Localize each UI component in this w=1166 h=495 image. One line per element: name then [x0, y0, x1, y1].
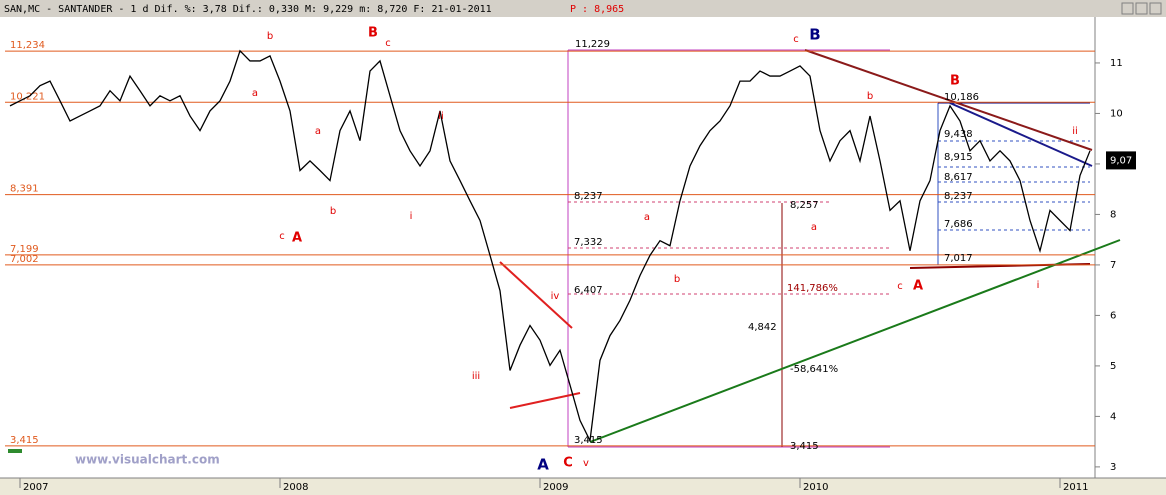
wave-label: C	[563, 456, 573, 471]
minimize-button[interactable]	[1121, 2, 1134, 15]
wave-label: A	[537, 456, 549, 474]
fib-label: 7,017	[944, 253, 973, 264]
wave-label: c	[385, 38, 391, 49]
window-buttons[interactable]	[1121, 2, 1162, 15]
header-bar	[0, 0, 1166, 17]
fib-label: 8,237	[574, 191, 603, 202]
trend-lines	[499, 49, 1121, 443]
wave-label: ii	[1072, 126, 1078, 137]
level-label: 7,002	[10, 254, 39, 265]
last-price-label: 9,07	[1110, 155, 1132, 166]
fibonacci-left	[567, 49, 890, 448]
y-tick-label: 10	[1110, 108, 1123, 119]
fib-label: 9,438	[944, 129, 973, 140]
watermark: www.visualchart.com	[75, 453, 220, 467]
wave-label: i	[1037, 280, 1040, 291]
wave-label: c	[279, 231, 285, 242]
wave-label: b	[330, 206, 336, 217]
wave-label: b	[674, 274, 680, 285]
fib-label: 7,332	[574, 237, 603, 248]
x-tick-label: 2008	[283, 482, 308, 493]
level-label: 7,199	[10, 244, 39, 255]
wave-label: B	[809, 26, 820, 44]
wave-label: B	[950, 74, 960, 89]
fib-label: 10,186	[944, 92, 979, 103]
price-line	[9, 49, 1091, 443]
fib-label: 8,257	[790, 200, 819, 211]
wave-label: iii	[472, 371, 480, 382]
header-price: P : 8,965	[570, 4, 624, 15]
y-tick-label: 4	[1110, 411, 1116, 422]
fib-label: 3,415	[574, 435, 603, 446]
fib-label: 8,617	[944, 172, 973, 183]
x-tick-label: 2009	[543, 482, 568, 493]
y-tick-label: 7	[1110, 260, 1116, 271]
wave-label: ii	[438, 111, 444, 122]
fib-label: -58,641%	[790, 364, 838, 375]
wave-label: i	[410, 211, 413, 222]
maximize-button[interactable]	[1135, 2, 1148, 15]
x-tick-label: 2011	[1063, 482, 1088, 493]
indicator-icon	[8, 449, 22, 453]
x-tick-label: 2010	[803, 482, 828, 493]
wave-label: a	[252, 88, 258, 99]
trend-line	[589, 239, 1121, 443]
fib-label: 7,686	[944, 219, 973, 230]
wave-label: a	[811, 222, 817, 233]
y-tick-label: 6	[1110, 310, 1116, 321]
x-tick-label: 2007	[23, 482, 48, 493]
fib-label: 8,915	[944, 152, 973, 163]
wave-label: c	[793, 34, 799, 45]
trend-line	[804, 49, 1093, 151]
wave-label: c	[897, 281, 903, 292]
wave-label: b	[267, 31, 273, 42]
header-title: SAN,MC - SANTANDER - 1 d Dif. %: 3,78 Di…	[4, 4, 492, 15]
fib-label: 6,407	[574, 285, 603, 296]
last-price-box	[1106, 151, 1136, 170]
close-button[interactable]	[1149, 2, 1162, 15]
wave-label: a	[315, 126, 321, 137]
level-label: 11,234	[10, 40, 45, 51]
trend-line	[509, 392, 581, 409]
wave-label: v	[583, 458, 589, 469]
fib-label: 4,842	[748, 322, 777, 333]
y-tick-label: 11	[1110, 58, 1123, 69]
trend-line	[949, 102, 1093, 167]
wave-label: B	[368, 26, 378, 41]
wave-label: A	[292, 231, 302, 246]
y-tick-label: 8	[1110, 209, 1116, 220]
level-label: 8,391	[10, 184, 39, 195]
wave-label: a	[644, 212, 650, 223]
wave-label: b	[867, 91, 873, 102]
fib-label: 3,415	[790, 441, 819, 452]
level-label: 3,415	[10, 435, 39, 446]
y-tick-label: 3	[1110, 462, 1116, 473]
fib-label: 11,229	[575, 39, 610, 50]
fib-label: 141,786%	[787, 283, 838, 294]
x-axis-strip	[0, 478, 1166, 495]
y-tick-label: 5	[1110, 361, 1116, 372]
wave-label: A	[913, 279, 923, 294]
trend-line	[499, 261, 573, 329]
wave-label: iv	[551, 291, 560, 302]
fib-label: 8,237	[944, 191, 973, 202]
